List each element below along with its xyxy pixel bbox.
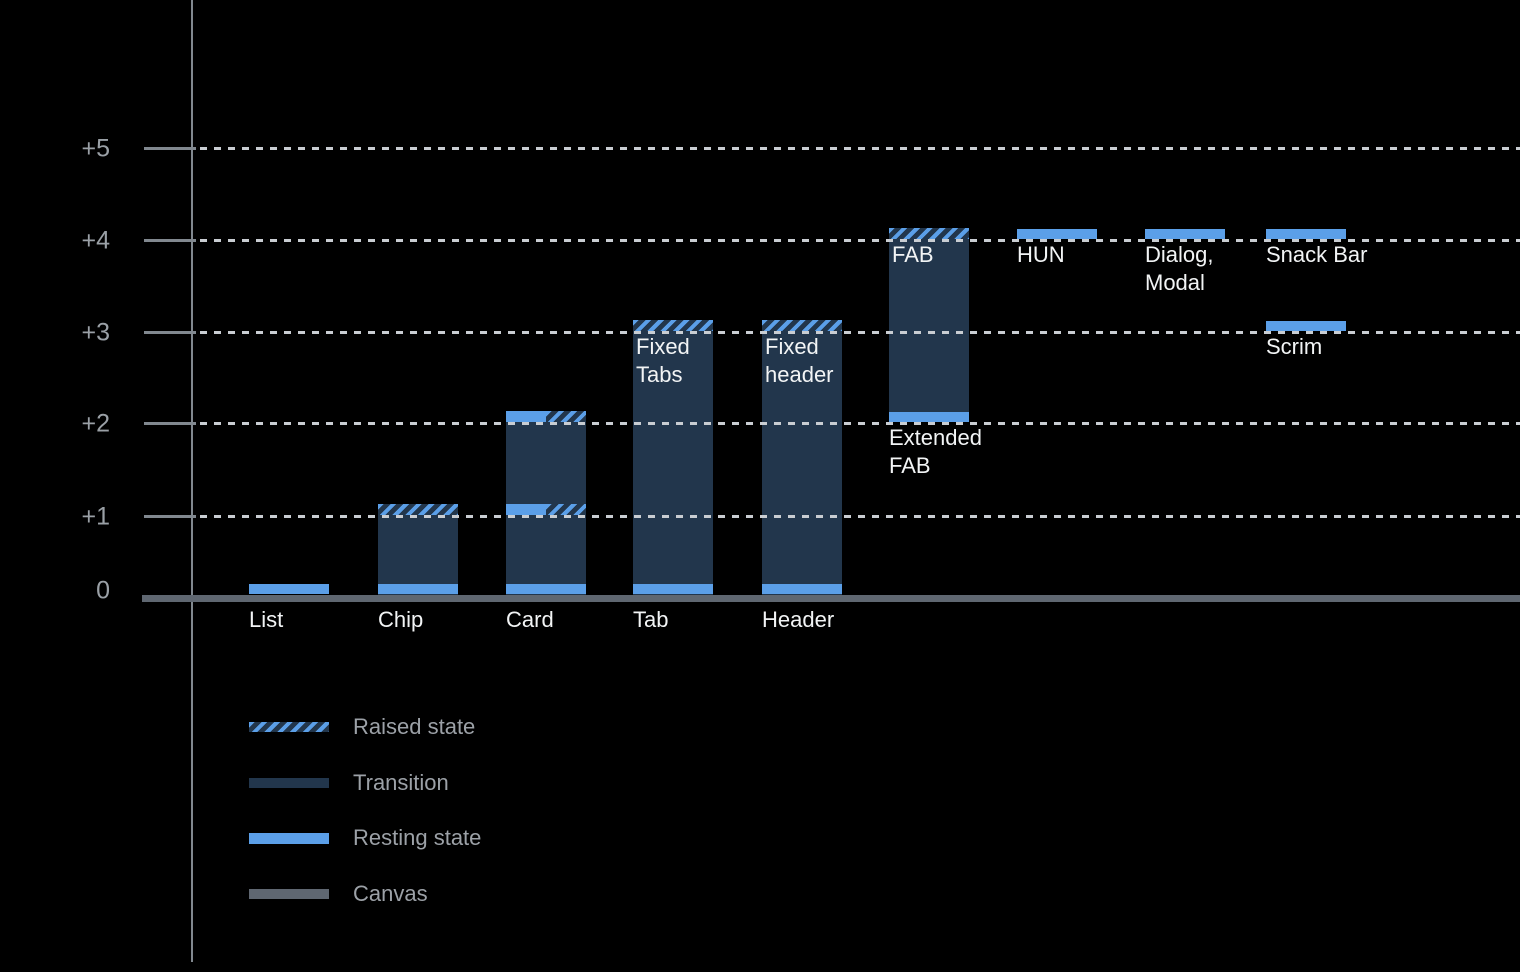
bar-label-tab: Tab: [633, 606, 668, 634]
bar-label-snack-bar: Snack Bar: [1266, 241, 1368, 269]
bar-tab-transition: [633, 320, 713, 595]
bar-chip-resting: [378, 584, 458, 594]
bar-header-resting: [762, 584, 842, 594]
gridline-dotted: [200, 422, 1520, 425]
bar-label-header: Fixed header: [765, 333, 834, 389]
bar-label-line: Header: [762, 607, 835, 632]
y-axis-tick-mark: [144, 239, 196, 242]
y-axis-tick-label: +4: [81, 226, 110, 255]
bar-label-dialog-modal: Dialog, Modal: [1145, 241, 1213, 297]
bar-label-fab: Extended FAB: [889, 424, 982, 480]
bar-tab-resting: [633, 584, 713, 594]
y-axis-tick-mark: [144, 515, 196, 518]
split-raised-half: [546, 411, 586, 422]
bar-label-list: List: [249, 606, 283, 634]
legend-label: Transition: [353, 770, 449, 795]
bar-label-line: Fixed: [636, 334, 690, 359]
split-raised-half: [546, 504, 586, 515]
bar-dialog-modal-resting: [1145, 229, 1225, 239]
bar-label-line: header: [765, 362, 834, 387]
y-axis-tick-label: 0: [96, 576, 110, 605]
bar-label-line: HUN: [1017, 242, 1065, 267]
bar-card-resting-raised: [506, 504, 586, 515]
y-axis-line: [191, 0, 193, 962]
bar-label-line: FAB: [892, 242, 934, 267]
bar-label-line: Scrim: [1266, 334, 1323, 359]
y-axis-tick-label: +2: [81, 409, 110, 438]
legend-swatch-transition: [249, 778, 329, 788]
legend-item-raised: Raised state: [249, 713, 475, 741]
bar-label-line: Extended: [889, 425, 982, 450]
bar-card-resting-raised: [506, 411, 586, 422]
bar-label-fab: FAB: [892, 241, 934, 269]
bar-header-transition: [762, 320, 842, 595]
bar-label-header: Header: [762, 606, 834, 634]
bar-label-line: Chip: [378, 607, 424, 632]
bar-tab-raised: [633, 320, 713, 331]
bar-label-line: Snack Bar: [1266, 242, 1368, 267]
gridline-dotted: [200, 147, 1520, 150]
bar-fab-resting: [889, 412, 969, 422]
legend-swatch-raised: [249, 722, 329, 732]
bar-chip-transition: [378, 504, 458, 595]
bar-label-hun: HUN: [1017, 241, 1065, 269]
bar-label-line: Fixed: [765, 334, 819, 359]
bar-label-chip: Chip: [378, 606, 423, 634]
bar-label-tab: Fixed Tabs: [636, 333, 690, 389]
y-axis-tick-label: +1: [81, 502, 110, 531]
legend-item-canvas: Canvas: [249, 880, 428, 908]
bar-header-raised: [762, 320, 842, 331]
bar-fab-transition: [889, 228, 969, 422]
legend-swatch-resting: [249, 832, 329, 844]
bar-label-line: Card: [506, 607, 554, 632]
split-resting-half: [506, 411, 546, 422]
bar-chip-raised: [378, 504, 458, 515]
y-axis-tick-mark: [144, 422, 196, 425]
bar-snack-bar-resting: [1266, 229, 1346, 239]
y-axis-tick-label: +5: [81, 134, 110, 163]
bar-label-card: Card: [506, 606, 554, 634]
legend-label: Resting state: [353, 825, 482, 850]
bar-label-line: FAB: [889, 453, 931, 478]
bar-label-line: Tab: [633, 607, 669, 632]
bar-label-scrim: Scrim: [1266, 333, 1322, 361]
legend-swatch-canvas: [249, 889, 329, 899]
y-axis-tick-mark: [144, 331, 196, 334]
gridline-dotted: [200, 239, 1520, 242]
bar-hun-resting: [1017, 229, 1097, 239]
bar-list-resting: [249, 584, 329, 594]
bar-label-line: Tabs: [636, 362, 683, 387]
y-axis-tick-label: +3: [81, 318, 110, 347]
gridline-dotted: [200, 331, 1520, 334]
bar-fab-raised: [889, 228, 969, 239]
gridline-dotted: [200, 515, 1520, 518]
split-resting-half: [506, 504, 546, 515]
bar-card-transition: [506, 411, 586, 595]
bar-label-line: List: [249, 607, 284, 632]
bar-card-resting: [506, 584, 586, 594]
canvas-baseline: [142, 595, 1520, 602]
legend-label: Raised state: [353, 714, 476, 739]
legend-item-resting: Resting state: [249, 824, 481, 852]
legend-item-transition: Transition: [249, 769, 449, 797]
bar-label-line: Dialog,: [1145, 242, 1214, 267]
bar-scrim-resting: [1266, 321, 1346, 331]
bar-label-line: Modal: [1145, 270, 1205, 295]
y-axis-tick-mark: [144, 147, 196, 150]
legend-label: Canvas: [353, 881, 428, 906]
